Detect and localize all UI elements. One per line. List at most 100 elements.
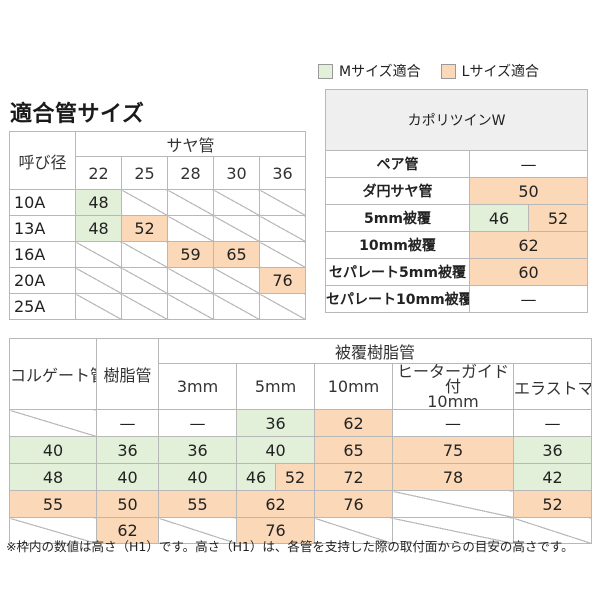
height-cell [158,517,237,544]
row-label: 13A [9,215,76,242]
height-cell: 62 [468,231,589,259]
height-cell [75,241,122,268]
height-cell [121,241,168,268]
size-header: 22 [75,156,122,190]
row-label: 10A [9,189,76,216]
height-cell: 76 [258,267,307,294]
height-cell: 50 [468,177,589,205]
size-header: 25 [121,156,168,190]
legend: Mサイズ適合 Lサイズ適合 [318,61,539,81]
corrugated-value [9,409,97,437]
split-height-cell: 46 52 [236,463,315,491]
height-cell: 75 [392,436,514,464]
height-cell: 48 [75,215,122,242]
height-cell: — [513,409,592,437]
height-cell: 55 [158,490,237,518]
height-cell: 52 [527,204,589,232]
row-label: セパレート5mm被覆 [325,258,470,286]
resin-pipe-header: 樹脂管 [96,338,159,410]
height-cell [121,267,168,294]
height-cell: 36 [158,436,237,464]
resin-value: — [96,409,159,437]
height-cell [213,215,260,242]
footnote: ※枠内の数値は高さ（H1）です。高さ（H1）は、各管を支持した際の取付面からの目… [6,539,574,554]
row-label: ダ円サヤ管 [325,177,470,205]
height-cell: 36 [513,436,592,464]
row-label: ペア管 [325,150,470,178]
corrugated-value: 40 [9,436,97,464]
height-cell: 76 [314,490,393,518]
corrugated-value: 48 [9,463,97,491]
height-cell [392,517,514,544]
height-cell [75,267,122,294]
page-title: 適合管サイズ [10,102,145,127]
height-cell [75,293,122,320]
row-label: セパレート10mm被覆 [325,285,470,313]
size-header: 28 [167,156,214,190]
covered-resin-pipe-header: 被覆樹脂管 [158,338,592,364]
corrugated-pipe-header: コルゲート管 [9,338,97,410]
height-cell [213,189,260,216]
height-cell: 59 [167,241,214,268]
l-size-label: Lサイズ適合 [461,64,540,80]
height-cell [258,215,307,242]
covering-type-header: 5mm [236,363,315,410]
size-header: 30 [213,156,260,190]
size-header: 36 [258,156,307,190]
sheath-pipe-header: サヤ管 [74,131,307,157]
corrugated-value [9,517,97,544]
nominal-size-header: 呼び径 [9,131,76,190]
m-size-swatch [318,63,333,79]
row-label: 20A [9,267,76,294]
height-cell: 46 [469,204,529,232]
row-label: 16A [9,241,76,268]
height-cell [167,293,214,320]
resin-value: 36 [96,436,159,464]
kapori-twin-table: カポリツインW ペア管 — ダ円サヤ管 50 5mm被覆 46 52 10mm被覆 62 セパレー… [324,89,589,313]
sheath-pipe-table: 呼び径 サヤ管 22 25 28 30 36 10A 48 13A 48 52 16A 59… [9,131,307,320]
covering-type-header: ヒーターガイド付 10mm [392,363,514,410]
resin-value: 40 [96,463,159,491]
height-cell [167,215,214,242]
row-label: 5mm被覆 [325,204,470,232]
resin-value: 62 [96,517,159,544]
height-cell: 52 [121,215,168,242]
height-cell: 62 [236,490,315,518]
corrugated-value: 55 [9,490,97,518]
m-size-label: Mサイズ適合 [339,64,421,80]
height-cell: — [392,409,514,437]
covering-type-header: エラストマー [513,363,592,410]
height-cell [213,267,260,294]
height-cell [314,517,393,544]
height-cell: 78 [392,463,514,491]
height-cell: 48 [75,189,122,216]
covering-type-header: 3mm [158,363,237,410]
covering-type-header: 10mm [314,363,393,410]
height-cell [121,293,168,320]
covered-pipe-table: コルゲート管 樹脂管 被覆樹脂管 3mm 5mm 10mm ヒーターガイド付 1… [9,338,592,544]
height-cell: 40 [236,436,315,464]
resin-value: 50 [96,490,159,518]
kapori-twin-header: カポリツインW [324,89,589,151]
height-cell-m: 46 [237,464,276,490]
height-cell-l: 52 [276,464,314,490]
height-cell: 72 [314,463,393,491]
height-cell: 36 [236,409,315,437]
height-cell: 76 [236,517,315,544]
height-cell: 62 [314,409,393,437]
height-cell [167,189,214,216]
height-cell: 65 [213,241,260,268]
height-cell: — [158,409,237,437]
height-cell: 65 [314,436,393,464]
height-cell [213,293,260,320]
height-cell [167,267,214,294]
height-cell [513,517,592,544]
l-size-swatch [440,63,456,79]
height-cell: — [468,150,589,178]
height-cell [258,189,307,216]
row-label: 25A [9,293,76,320]
height-cell: 42 [513,463,592,491]
height-cell: — [468,285,589,313]
height-cell [392,490,514,518]
height-cell [258,241,307,268]
